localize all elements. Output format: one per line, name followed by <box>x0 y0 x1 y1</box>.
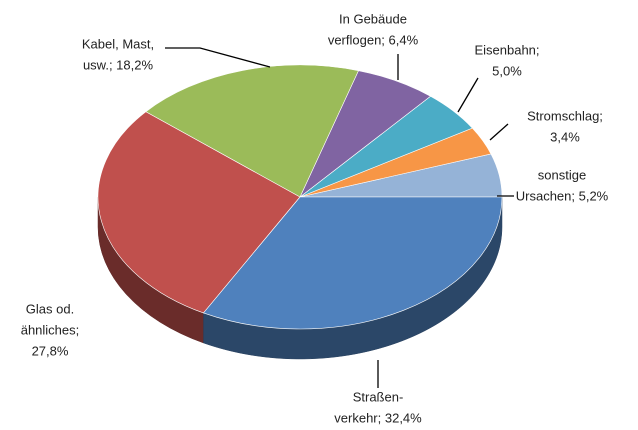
data-label: Ursachen; 5,2% <box>516 188 609 203</box>
data-label: 3,4% <box>550 129 580 144</box>
data-label: 5,0% <box>492 63 522 78</box>
data-label: 27,8% <box>32 343 69 358</box>
data-label: Eisenbahn; <box>474 42 539 57</box>
slice <box>97 111 301 314</box>
leader-line <box>457 77 479 113</box>
data-label: ähnliches; <box>21 322 80 337</box>
data-label: verkehr; 32,4% <box>334 410 422 425</box>
leader-line <box>489 123 509 141</box>
data-label: Stromschlag; <box>527 108 603 123</box>
data-label: Straßen- <box>353 389 404 404</box>
slice <box>202 196 503 330</box>
leader-line <box>165 47 271 68</box>
data-label: sonstige <box>538 167 586 182</box>
data-label: verflogen; 6,4% <box>328 32 419 47</box>
data-label: Glas od. <box>26 301 74 316</box>
data-label: usw.; 18,2% <box>83 57 154 72</box>
slice <box>145 64 359 198</box>
data-label: Kabel, Mast, <box>82 36 154 51</box>
data-label: In Gebäude <box>339 11 407 26</box>
